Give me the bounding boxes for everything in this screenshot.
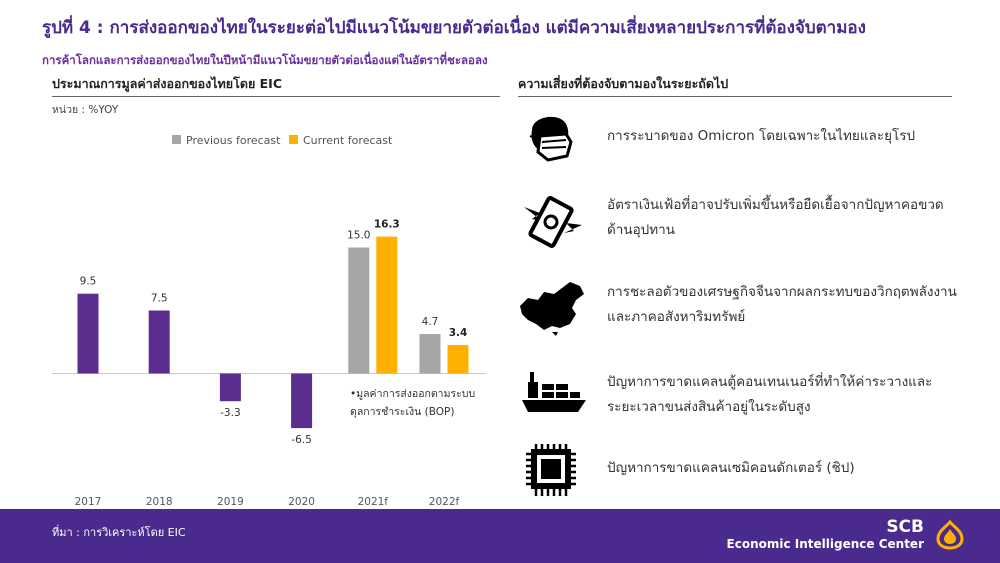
scb-logo-icon [936, 519, 964, 550]
bar-2022f-current [447, 344, 469, 374]
x-tick-label-2020: 2020 [288, 496, 315, 508]
risks-heading: ความเสี่ยงที่ต้องจับตามองในระยะถัดไป [518, 76, 729, 91]
x-tick-label-2022f: 2022f [429, 496, 460, 508]
value-label-2020-previous: -6.5 [291, 434, 312, 446]
x-tick-label-2021f: 2021f [358, 496, 389, 508]
risk-item-omicron: การระบาดของ Omicron โดยเฉพาะในไทยและยุโร… [518, 112, 958, 172]
x-tick-labels-group: 2017 2018 2019 2020 2021f 2022f [75, 496, 460, 508]
value-labels-group: 9.5 7.5 -3.3 -6.5 15.0 16.3 4.7 3.4 [80, 219, 468, 447]
risk-item-container: ปัญหาการขาดแคลนตู้คอนเทนเนอร์ที่ทำให้ค่า… [518, 366, 958, 426]
legend-label-previous: Previous forecast [186, 134, 281, 147]
china-map-icon [518, 280, 588, 340]
chart-legend: Previous forecast Current forecast [172, 134, 393, 147]
legend-swatch-current [289, 135, 298, 144]
risk-item-chip: ปัญหาการขาดแคลนเซมิคอนดักเตอร์ (ชิป) [518, 440, 958, 500]
risk-text-3: การชะลอตัวของเศรษฐกิจจีนจากผลกระทบของวิก… [607, 284, 957, 325]
bar-2020-previous [291, 373, 313, 429]
bar-2021f-current [376, 236, 398, 374]
brand-name: SCB [886, 517, 924, 537]
export-forecast-chart: Previous forecast Current forecast 9.5 7.… [52, 134, 486, 508]
page-title: รูปที่ 4 : การส่งออกของไทยในระยะต่อไปมีแ… [42, 18, 866, 38]
risk-text-4: ปัญหาการขาดแคลนตู้คอนเทนเนอร์ที่ทำให้ค่า… [607, 374, 933, 415]
risk-item-inflation: อัตราเงินเฟ้อที่อาจปรับเพิ่มขึ้นหรือยืดเ… [518, 193, 958, 253]
microchip-icon [518, 440, 588, 500]
bar-2021f-previous [348, 247, 370, 374]
bar-2018-previous [148, 310, 170, 374]
brand-subtitle: Economic Intelligence Center [726, 537, 924, 551]
right-divider [518, 96, 952, 97]
face-mask-icon [518, 112, 588, 172]
left-divider [52, 96, 500, 97]
bar-2017-previous [77, 293, 99, 374]
bar-2019-previous [219, 373, 241, 402]
value-label-2022f-previous: 4.7 [422, 316, 439, 328]
source-note: ที่มา : การวิเคราะห์โดย EIC [52, 526, 186, 539]
value-label-2022f-current: 3.4 [449, 327, 468, 339]
footer-bar: ที่มา : การวิเคราะห์โดย EIC SCB Economic… [0, 509, 1000, 563]
chart-heading: ประมาณการมูลค่าส่งออกของไทยโดย EIC [52, 76, 282, 91]
bar-2022f-previous [419, 334, 441, 374]
risk-item-china: การชะลอตัวของเศรษฐกิจจีนจากผลกระทบของวิก… [518, 280, 958, 340]
legend-swatch-previous [172, 135, 181, 144]
x-tick-label-2019: 2019 [217, 496, 244, 508]
value-label-2019-previous: -3.3 [220, 407, 241, 419]
value-label-2017-previous: 9.5 [80, 276, 97, 288]
money-wings-icon [518, 193, 588, 253]
value-label-2021f-previous: 15.0 [347, 230, 370, 242]
risk-text-5: ปัญหาการขาดแคลนเซมิคอนดักเตอร์ (ชิป) [607, 460, 855, 476]
bop-note-line-1: •มูลค่าการส่งออกตามระบบ [350, 388, 476, 400]
chart-unit: หน่วย : %YOY [52, 104, 119, 116]
risk-text-1: การระบาดของ Omicron โดยเฉพาะในไทยและยุโร… [607, 128, 916, 144]
bop-note-line-2: ดุลการชำระเงิน (BOP) [350, 406, 455, 418]
container-ship-icon [518, 366, 588, 426]
value-label-2021f-current: 16.3 [374, 219, 400, 231]
risk-text-2: อัตราเงินเฟ้อที่อาจปรับเพิ่มขึ้นหรือยืดเ… [607, 197, 944, 238]
x-tick-label-2018: 2018 [146, 496, 173, 508]
bop-note: •มูลค่าการส่งออกตามระบบ ดุลการชำระเงิน (… [350, 385, 475, 421]
bar-series-group [77, 236, 469, 429]
value-label-2018-previous: 7.5 [151, 293, 168, 305]
x-tick-label-2017: 2017 [75, 496, 102, 508]
legend-label-current: Current forecast [303, 134, 393, 147]
page-subtitle: การค้าโลกและการส่งออกของไทยในปีหน้ามีแนว… [42, 53, 488, 67]
